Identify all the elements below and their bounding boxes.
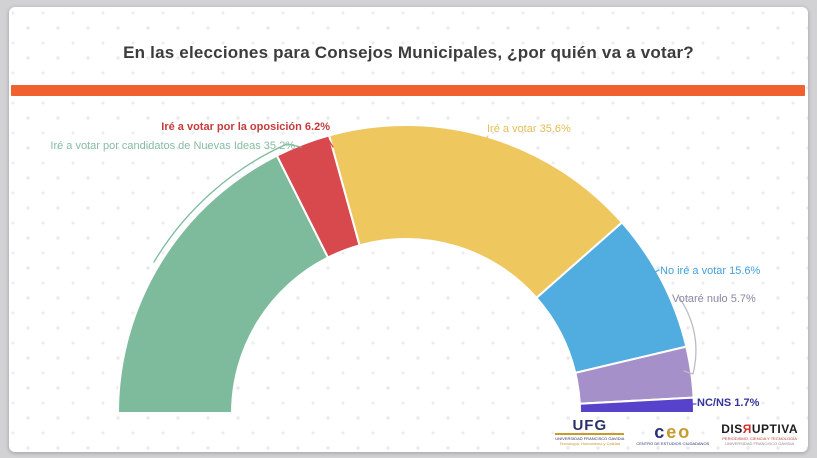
slice-label-no-ire-a-votar: No iré a votar 15.6% [660,265,761,277]
accent-bar [11,85,805,96]
half-donut-chart [116,124,697,414]
ufg-logo-text: UFG [555,418,625,435]
disruptiva-reversed-r: Я [742,422,752,436]
disruptiva-logo: DISЯUPTIVA PERIODISMO, CIENCIA Y TECNOLO… [721,423,798,446]
ufg-logo-subtext: UNIVERSIDAD FRANCISCO GAVIDIA [555,436,625,441]
slice-label-votare-nulo: Votaré nulo 5.7% [672,293,756,305]
slice-label-ncns: NC/NS 1.7% [697,397,760,409]
chart-title: En las elecciones para Consejos Municipa… [123,43,694,62]
disruptiva-logo-text: DISЯUPTIVA [721,423,798,435]
ceo-letter-e: e [666,422,679,442]
leader-line-oposicion [301,138,334,148]
disruptiva-text-post: UPTIVA [751,422,798,436]
ceo-logo: ceo CENTRO DE ESTUDIOS CIUDADANOS [636,422,710,446]
leader-bracket-votare-nulo [678,296,697,375]
slice-label-oposicion: Iré a votar por la oposición 6.2% [161,121,330,133]
ceo-logo-text: ceo [636,422,709,442]
leader-line-nuevas-ideas [153,143,302,263]
slice-nuevas-ideas [116,154,330,414]
ceo-logo-subtext: CENTRO DE ESTUDIOS CIUDADANOS [636,441,710,446]
disruptiva-logo-subtext2: UNIVERSIDAD FRANCISCO GAVIDIA [725,441,795,446]
ceo-letter-o: o [678,422,692,442]
leader-line-no-ire [652,269,660,283]
ceo-letter-c: c [654,422,667,442]
chart-card: En las elecciones para Consejos Municipa… [9,7,808,452]
ufg-logo: UFG UNIVERSIDAD FRANCISCO GAVIDIA Tecnol… [555,418,625,446]
slice-ire-a-votar [327,124,624,300]
slice-label-nuevas-ideas: Iré a votar por candidatos de Nuevas Ide… [50,140,295,152]
footer-logos: UFG UNIVERSIDAD FRANCISCO GAVIDIA Tecnol… [555,418,798,446]
slice-label-ire-a-votar: Iré a votar 35.6% [487,123,571,135]
slice-nc-ns [578,396,696,414]
disruptiva-logo-subtext1: PERIODISMO, CIENCIA Y TECNOLOGÍA [722,436,797,441]
ufg-logo-motto: Tecnología, Humanismo y Calidad [559,441,621,446]
disruptiva-text-pre: DIS [721,422,743,436]
leader-line-ire-a-votar [479,135,489,148]
